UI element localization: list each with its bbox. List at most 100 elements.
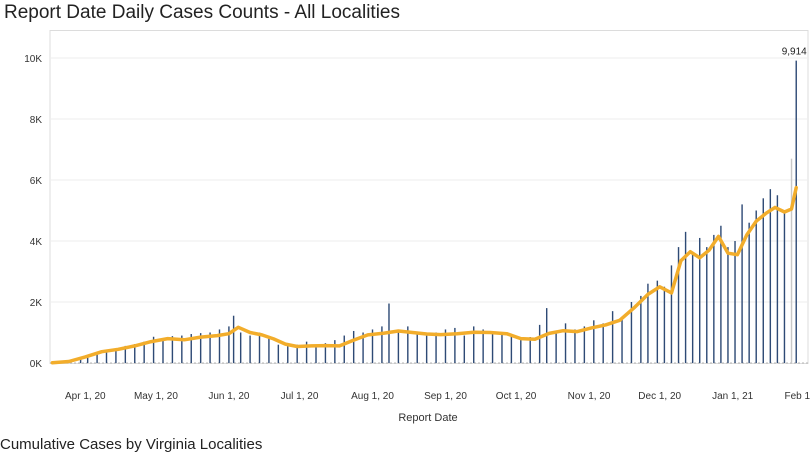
bar [199, 333, 202, 363]
bar [296, 344, 298, 363]
bar [381, 326, 383, 363]
x-tick-label: Nov 1, 20 [568, 391, 611, 402]
bar [190, 334, 192, 363]
bar [510, 335, 513, 363]
peak-data-label: 9,914 [782, 47, 807, 58]
bar [115, 348, 117, 363]
bar [630, 302, 633, 363]
bar [218, 329, 221, 363]
bar [755, 210, 757, 363]
bar [501, 332, 503, 363]
bar [538, 324, 541, 363]
bar [334, 340, 336, 363]
bar [352, 330, 355, 363]
bar [473, 326, 475, 363]
bar [416, 334, 418, 363]
x-tick-label: Apr 1, 20 [65, 391, 106, 402]
bar [258, 332, 261, 363]
bar [790, 158, 793, 363]
bar [444, 329, 447, 363]
x-tick-label: Aug 1, 20 [351, 391, 394, 402]
bar [727, 247, 729, 363]
bar [287, 346, 289, 363]
bar [713, 234, 715, 363]
bar [621, 317, 623, 363]
bar [670, 265, 673, 363]
bar [691, 253, 694, 363]
bar [795, 60, 797, 364]
bar [435, 332, 437, 363]
bar [783, 210, 786, 363]
bar [143, 341, 145, 363]
bar [343, 335, 345, 363]
x-tick-label: Jun 1, 20 [208, 391, 250, 402]
bar [463, 335, 466, 363]
bar [520, 338, 522, 363]
bar [656, 280, 659, 363]
bar [602, 323, 604, 363]
bar [315, 344, 317, 363]
bar [776, 195, 779, 363]
plot-frame [49, 30, 809, 364]
bar [371, 329, 374, 363]
bar [529, 337, 531, 363]
bar [96, 352, 98, 363]
bar [699, 237, 701, 363]
bar [555, 332, 557, 363]
bar [491, 334, 494, 363]
y-tick-label: 2K [30, 298, 43, 309]
bar [249, 335, 251, 363]
y-tick-label: 8K [30, 115, 43, 126]
bar [720, 225, 722, 363]
bar-series [56, 60, 797, 364]
bar [663, 286, 666, 363]
bar [209, 332, 211, 363]
bar [762, 198, 764, 363]
bar [268, 337, 270, 363]
y-tick-label: 10K [24, 54, 42, 65]
x-tick-label: Feb 1, 21 [785, 391, 810, 402]
x-tick-label: Jul 1, 20 [281, 391, 319, 402]
bar [181, 335, 183, 363]
bar [232, 315, 235, 363]
bar [362, 332, 364, 363]
bar [734, 241, 736, 363]
bar [593, 320, 595, 363]
x-tick-label: Sep 1, 20 [424, 391, 467, 402]
bar [162, 338, 164, 363]
x-tick-label: Dec 1, 20 [638, 391, 681, 402]
bar [583, 326, 586, 363]
daily-cases-chart: 0K 2K 4K 6K 8K 10K Apr 1, 20 May 1, 20 Jun 1, 20… [24, 30, 810, 424]
bar [564, 323, 567, 363]
bar [228, 326, 230, 363]
bar [611, 311, 614, 363]
bar [134, 344, 136, 363]
bar [152, 336, 155, 363]
bar [684, 231, 687, 363]
bar [324, 343, 327, 363]
bar [86, 355, 89, 363]
bar [748, 222, 750, 363]
bar [741, 204, 743, 363]
x-tick-label: Oct 1, 20 [496, 391, 537, 402]
bar [171, 336, 174, 363]
y-tick-label: 6K [30, 176, 43, 187]
bar [79, 358, 82, 363]
y-tick-label: 4K [30, 237, 43, 248]
bar [706, 247, 708, 363]
chart-title: Report Date Daily Cases Counts - All Loc… [4, 2, 401, 23]
bar [397, 332, 400, 363]
bar [425, 335, 428, 363]
bar [277, 344, 280, 363]
bar [239, 332, 242, 363]
bar [305, 341, 308, 363]
x-tick-label: Jan 1, 21 [712, 391, 754, 402]
bar [677, 247, 680, 363]
bar [454, 327, 456, 363]
bar [124, 345, 127, 363]
bar [105, 350, 108, 363]
average-line [50, 185, 798, 365]
x-axis-title: Report Date [398, 412, 457, 424]
y-tick-label: 0K [30, 359, 43, 370]
x-tick-label: May 1, 20 [134, 391, 178, 402]
